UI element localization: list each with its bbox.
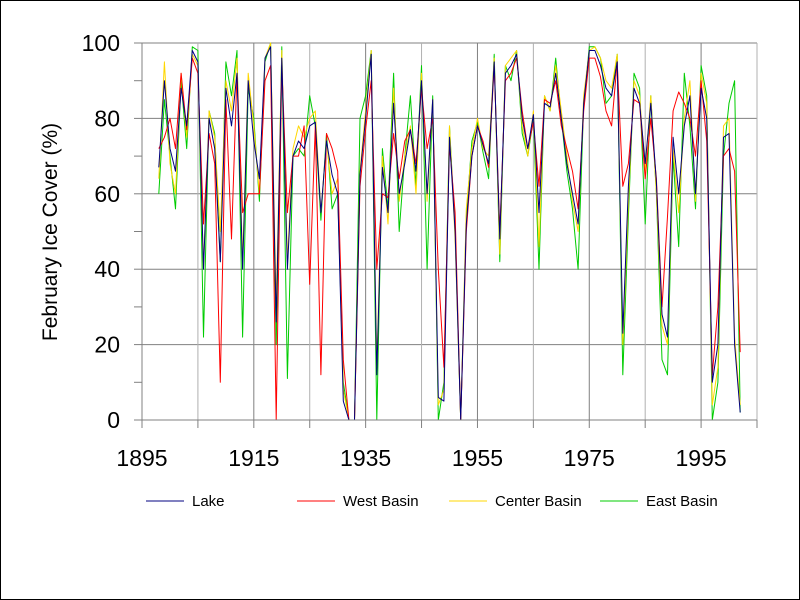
y-tick-label: 100 (82, 30, 120, 56)
series-line-lake (158, 46, 741, 421)
legend-label-east-basin: East Basin (646, 493, 718, 510)
legend-label-lake: Lake (192, 493, 225, 510)
y-tick-label: 80 (94, 105, 120, 131)
y-tick-label: 40 (94, 256, 120, 282)
x-tick-label: 1935 (340, 445, 391, 471)
series-line-center-basin (158, 42, 741, 421)
series-line-east-basin (158, 42, 741, 421)
x-tick-label: 1995 (676, 445, 727, 471)
y-tick-label: 60 (94, 181, 120, 207)
y-tick-label: 20 (94, 332, 120, 358)
legend: Lake West Basin Center Basin East Basin (146, 493, 718, 510)
axes (141, 43, 757, 421)
tick-labels: 0 20 40 60 80 100 1895 1915 1935 1955 1975 1995 (82, 30, 727, 471)
legend-label-west-basin: West Basin (343, 493, 419, 510)
series-line-west-basin (158, 57, 741, 421)
series-lines (158, 42, 741, 421)
x-tick-label: 1975 (564, 445, 615, 471)
y-axis-label: February Ice Cover (%) (39, 123, 62, 341)
x-tick-label: 1955 (452, 445, 503, 471)
x-tick-label: 1895 (116, 445, 167, 471)
x-tick-label: 1915 (228, 445, 279, 471)
y-tick-label: 0 (107, 407, 120, 433)
legend-label-center-basin: Center Basin (495, 493, 582, 510)
